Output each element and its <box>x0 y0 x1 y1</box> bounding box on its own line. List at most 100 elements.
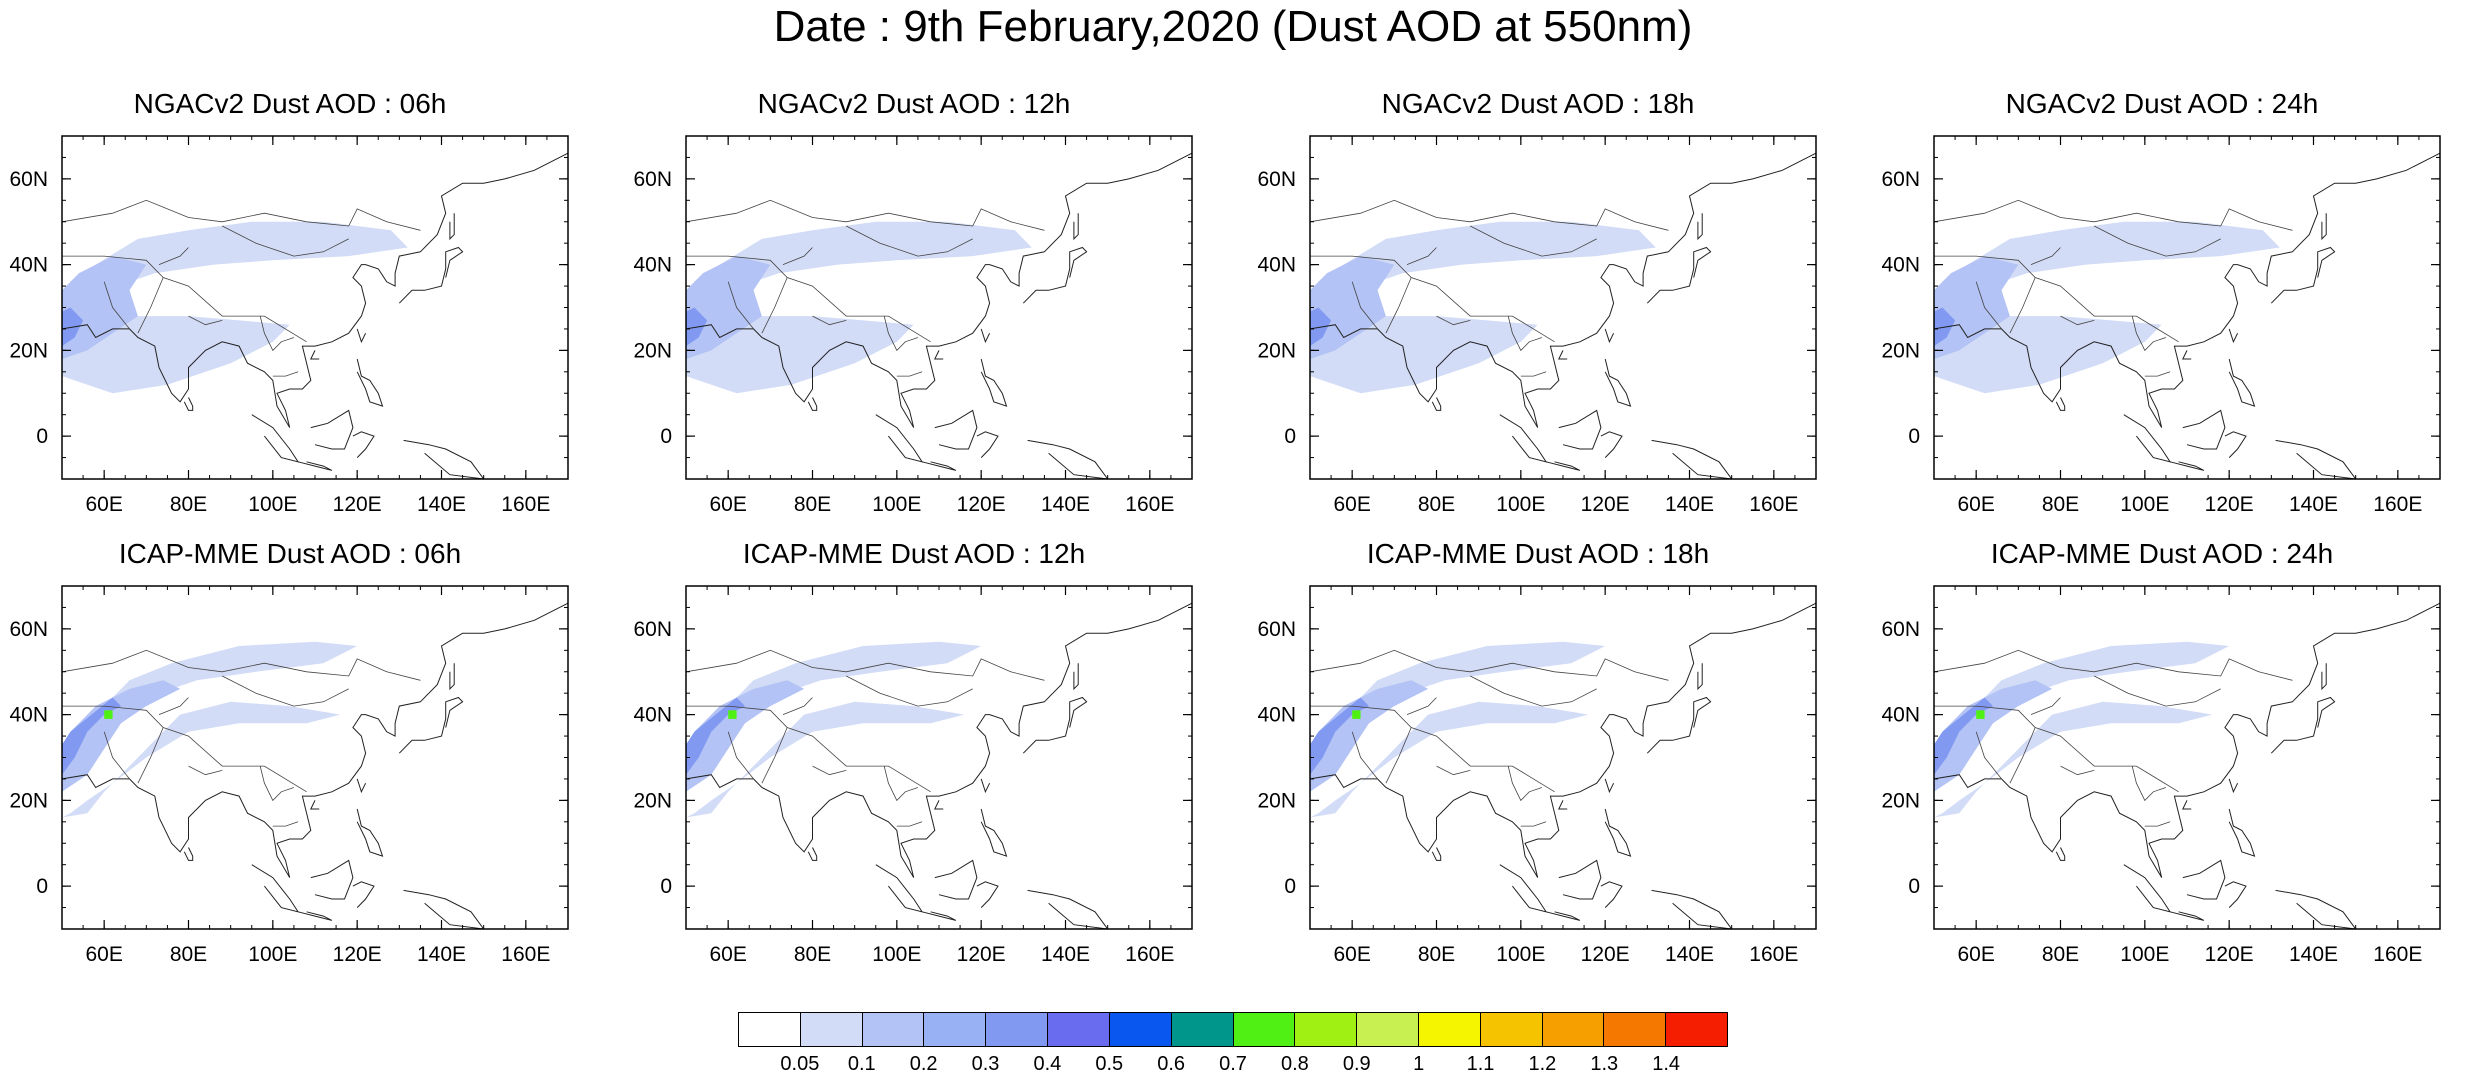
country-border <box>1385 727 1412 784</box>
dust-plume <box>1310 680 1429 792</box>
dust-plume <box>686 221 1032 295</box>
country-border <box>2131 316 2167 352</box>
coastline <box>2228 778 2239 794</box>
country-border <box>1975 731 2002 780</box>
colorbar-label: 1.2 <box>1528 1053 1557 1075</box>
country-border <box>896 371 923 377</box>
country-border <box>2030 247 2061 265</box>
coastline <box>309 350 320 360</box>
dust-plume <box>728 710 737 719</box>
coastline <box>1431 847 1442 861</box>
coastline <box>2123 414 2172 463</box>
coastline <box>686 602 1192 878</box>
coastline <box>183 847 194 861</box>
y-tick-label: 0 <box>36 425 48 448</box>
dust-plume <box>1934 701 2213 818</box>
y-tick-label: 0 <box>1284 425 1296 448</box>
coastline <box>1022 246 1088 304</box>
x-tick-label: 120E <box>957 943 1006 966</box>
coastline <box>251 414 300 463</box>
map-panel: NGACv2 Dust AOD : 18h 60E 80E 100E 120E 140E 1… <box>1248 88 1828 558</box>
coastline <box>807 397 818 411</box>
x-tick-label: 100E <box>248 493 297 516</box>
figure-title: Date : 9th February,2020 (Dust AOD at 55… <box>773 2 1693 51</box>
x-tick-label: 140E <box>2289 943 2338 966</box>
map-plot: 60E 80E 100E 120E 140E 160E 60N 40N 20N 0 <box>1257 135 1817 516</box>
country-border <box>2144 821 2171 827</box>
x-tick-label: 80E <box>2042 493 2079 516</box>
y-tick-label: 60N <box>9 618 48 641</box>
country-border <box>686 255 931 343</box>
coastline <box>1022 696 1088 754</box>
dust-plume <box>1352 710 1361 719</box>
colorbar-swatch <box>1480 1013 1543 1046</box>
panel-title: NGACv2 Dust AOD : 12h <box>757 88 1071 119</box>
coastline <box>933 800 944 810</box>
country-border <box>2060 315 2095 326</box>
dust-plume <box>1967 641 2230 715</box>
y-tick-label: 0 <box>36 875 48 898</box>
colorbar-swatch <box>1171 1013 1234 1046</box>
colorbar-label: 0.3 <box>971 1053 1000 1075</box>
y-tick-label: 40N <box>9 704 48 727</box>
country-border <box>1470 225 1597 257</box>
coastline <box>2182 859 2226 900</box>
colorbar-swatch <box>1233 1013 1296 1046</box>
x-tick-label: 60E <box>1957 493 1994 516</box>
panel-title: ICAP-MME Dust AOD : 18h <box>1366 538 1710 569</box>
coastline <box>398 246 464 304</box>
coastline <box>1027 889 1109 929</box>
country-border <box>1351 731 1378 780</box>
country-border <box>2009 727 2036 784</box>
y-tick-label: 0 <box>660 425 672 448</box>
coastline <box>297 461 333 471</box>
x-tick-label: 80E <box>1418 943 1455 966</box>
coastline <box>356 778 367 794</box>
country-border <box>137 727 164 784</box>
coastline <box>403 439 485 479</box>
coastline <box>449 213 455 241</box>
coastline <box>2169 911 2205 921</box>
coastline <box>2275 439 2357 479</box>
dust-plume <box>1934 256 2019 359</box>
coastline <box>2169 461 2205 471</box>
x-tick-label: 100E <box>872 493 921 516</box>
dust-plume <box>1934 697 1993 775</box>
country-border <box>2094 225 2221 257</box>
dust-plume <box>95 641 358 715</box>
country-border <box>1310 199 1669 231</box>
country-border <box>272 821 299 827</box>
country-border <box>62 255 307 343</box>
country-border <box>1310 649 1669 681</box>
country-border <box>761 277 788 334</box>
coastline <box>1310 602 1816 878</box>
x-tick-label: 160E <box>2373 493 2422 516</box>
x-tick-label: 80E <box>794 943 831 966</box>
country-border <box>761 727 788 784</box>
x-tick-label: 120E <box>1581 493 1630 516</box>
x-tick-label: 60E <box>709 943 746 966</box>
x-tick-label: 100E <box>2120 943 2169 966</box>
country-border <box>782 247 813 265</box>
coastline <box>1600 881 1623 908</box>
y-tick-label: 20N <box>1257 789 1296 812</box>
country-border <box>62 649 421 681</box>
x-tick-label: 140E <box>417 943 466 966</box>
dust-plume <box>62 256 147 359</box>
dust-plume <box>1934 680 2053 792</box>
colorbar-label: 0.05 <box>780 1053 820 1075</box>
x-tick-label: 100E <box>872 943 921 966</box>
x-tick-label: 60E <box>709 493 746 516</box>
country-border <box>2144 371 2171 377</box>
coastline <box>2224 881 2247 908</box>
x-tick-label: 60E <box>1333 943 1370 966</box>
dust-plume <box>1343 641 1606 715</box>
coastline <box>1073 663 1079 691</box>
x-tick-label: 140E <box>1041 493 1090 516</box>
y-tick-label: 60N <box>1257 168 1296 191</box>
coastline <box>309 800 320 810</box>
colorbar-label: 0.6 <box>1157 1053 1186 1075</box>
colorbar-label: 0.4 <box>1033 1053 1062 1075</box>
map-frame <box>61 585 569 930</box>
coastline <box>356 808 384 857</box>
